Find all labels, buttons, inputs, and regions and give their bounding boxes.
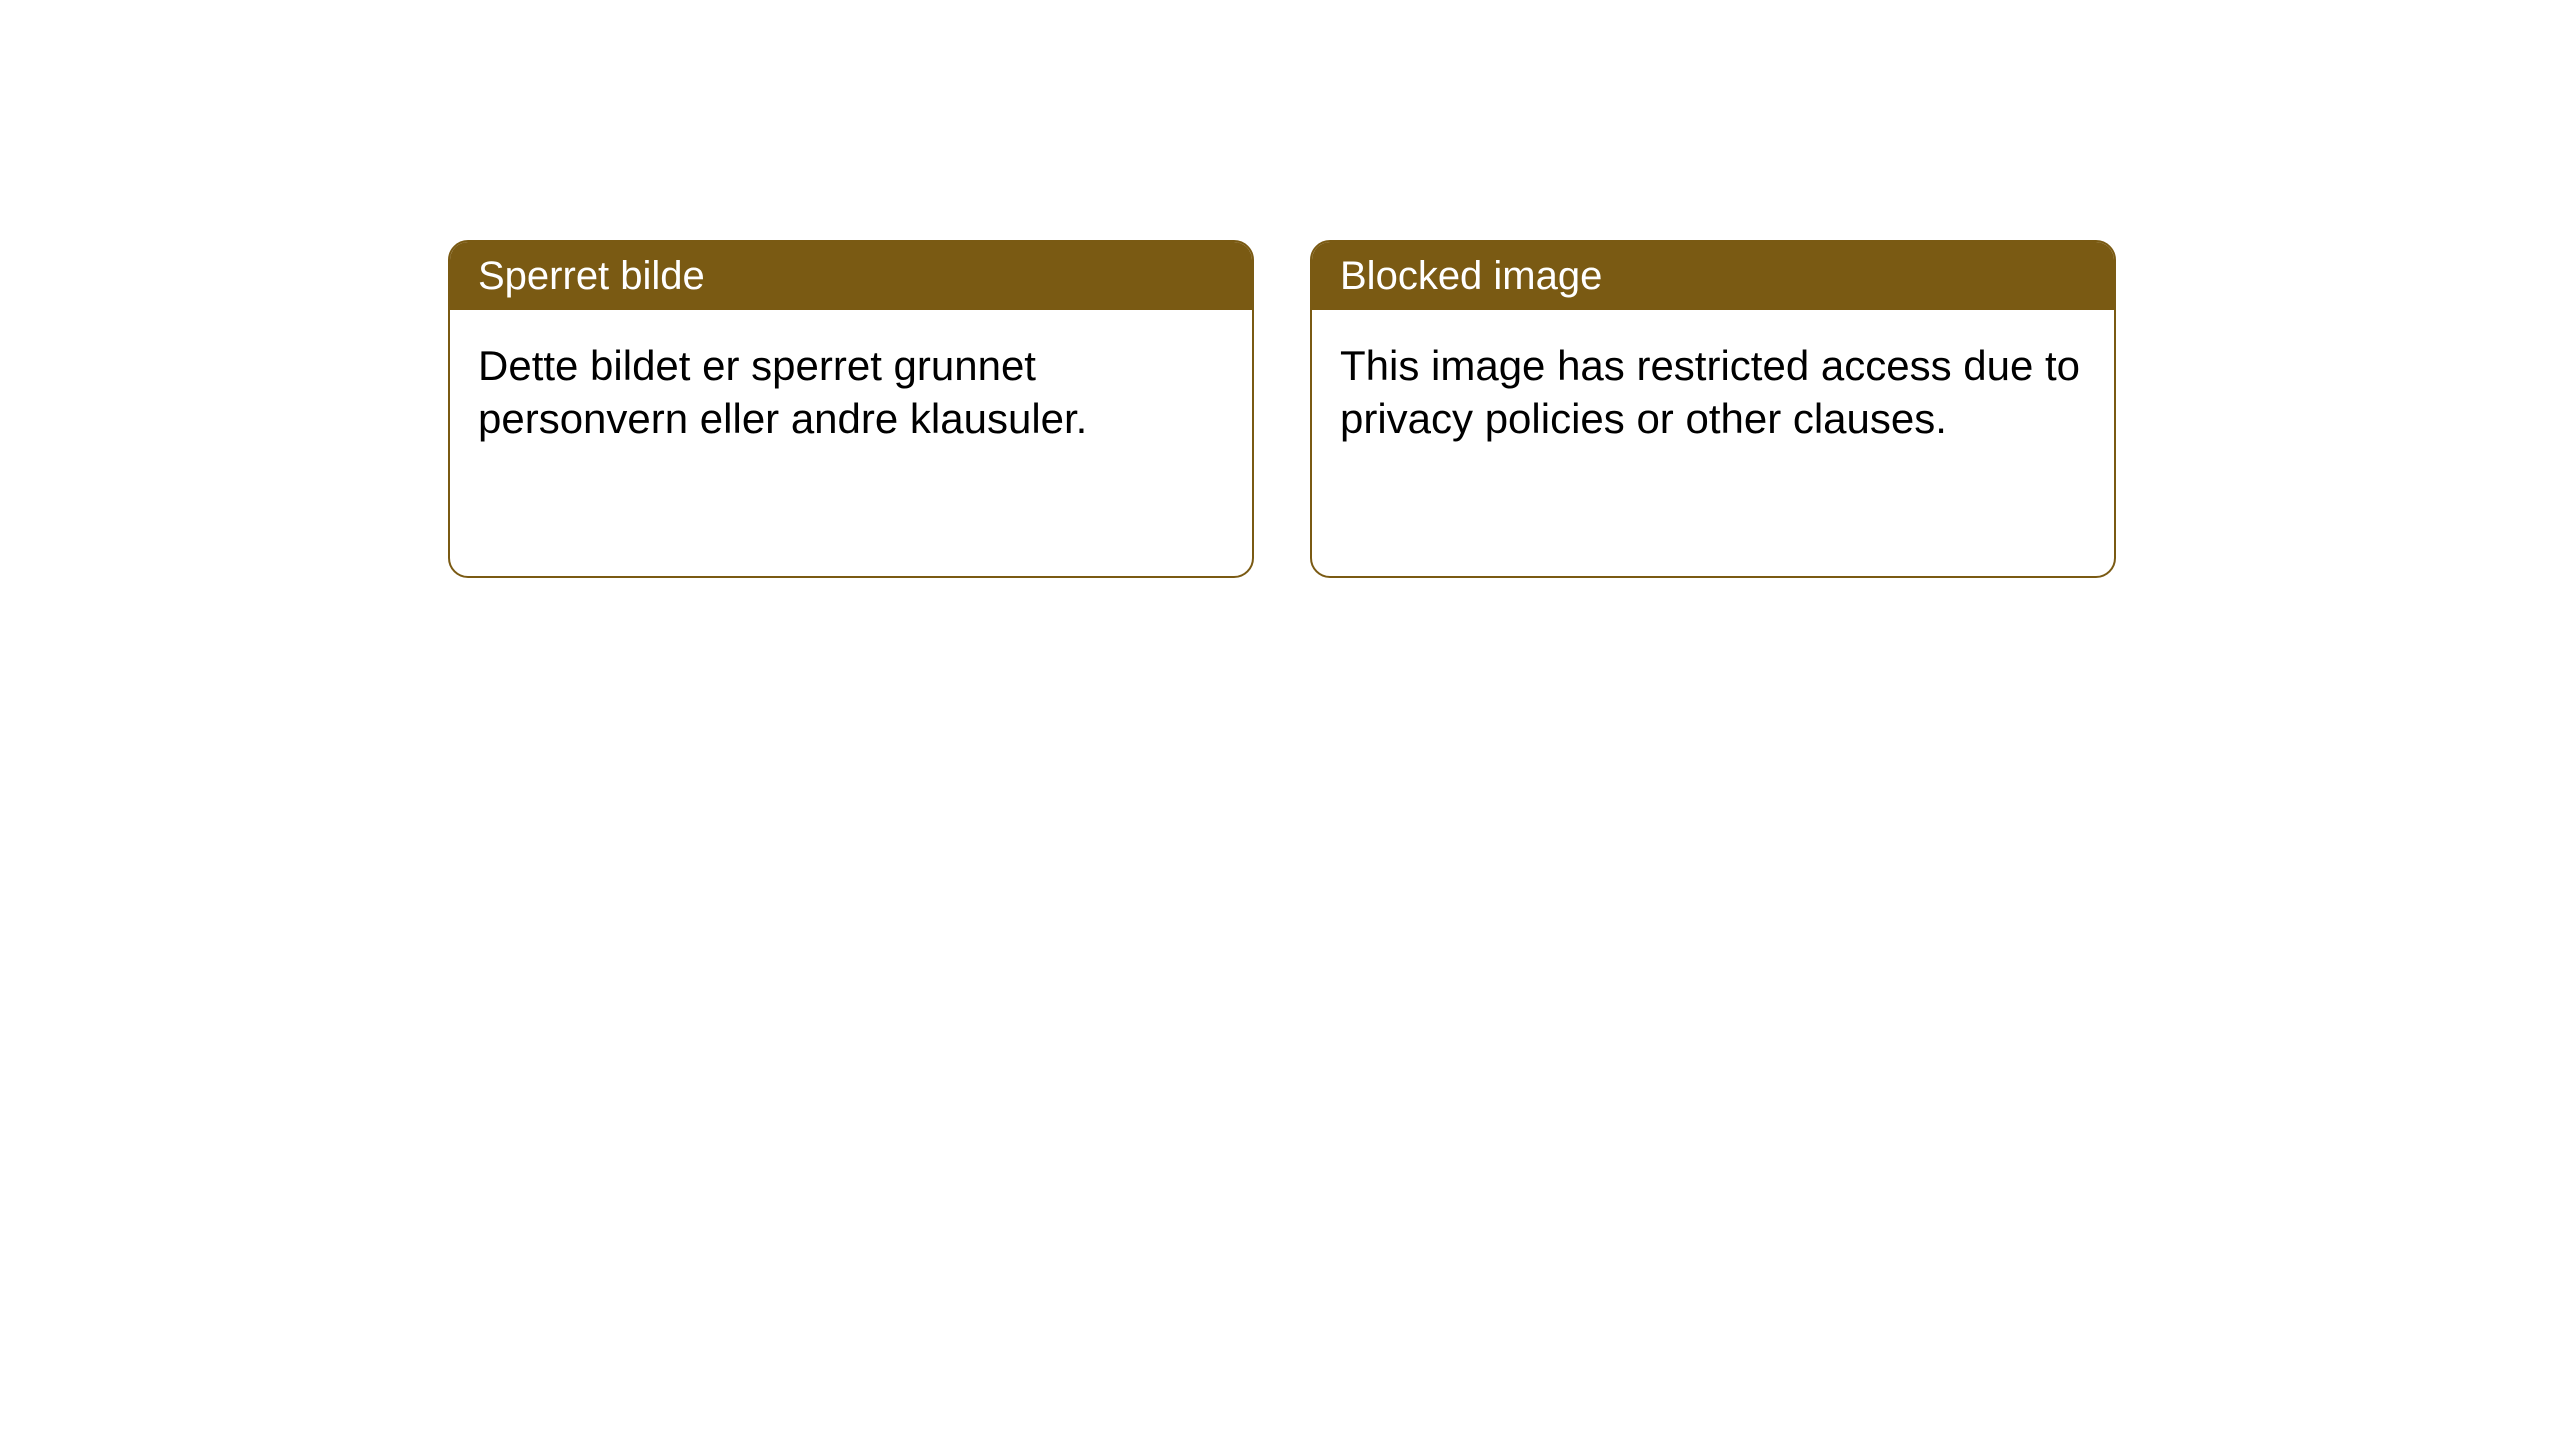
card-header-english: Blocked image: [1312, 242, 2114, 310]
card-text-norwegian: Dette bildet er sperret grunnet personve…: [478, 342, 1087, 442]
blocked-image-card-norwegian: Sperret bilde Dette bildet er sperret gr…: [448, 240, 1254, 578]
card-body-english: This image has restricted access due to …: [1312, 310, 2114, 475]
card-title-english: Blocked image: [1340, 254, 1602, 298]
card-body-norwegian: Dette bildet er sperret grunnet personve…: [450, 310, 1252, 475]
card-text-english: This image has restricted access due to …: [1340, 342, 2080, 442]
blocked-image-card-english: Blocked image This image has restricted …: [1310, 240, 2116, 578]
card-header-norwegian: Sperret bilde: [450, 242, 1252, 310]
card-title-norwegian: Sperret bilde: [478, 254, 705, 298]
blocked-image-notices: Sperret bilde Dette bildet er sperret gr…: [448, 240, 2116, 578]
